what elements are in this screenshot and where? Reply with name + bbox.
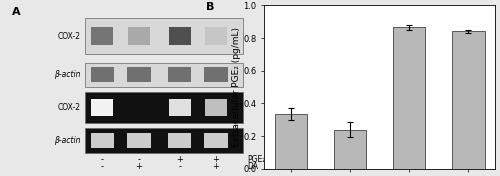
Bar <box>85 18 242 54</box>
Text: -: - <box>178 162 181 171</box>
Bar <box>128 27 150 45</box>
Text: B: B <box>206 2 215 12</box>
Text: +: + <box>212 155 220 164</box>
Bar <box>127 67 150 82</box>
Text: +: + <box>176 155 183 164</box>
Bar <box>90 133 114 148</box>
Bar <box>90 67 114 82</box>
Text: A: A <box>12 7 21 17</box>
Bar <box>85 92 242 123</box>
Bar <box>274 114 307 169</box>
Bar <box>85 62 242 87</box>
Bar <box>393 27 426 169</box>
Text: PGE₂: PGE₂ <box>248 155 266 164</box>
Text: +: + <box>136 162 142 171</box>
Text: β-actin: β-actin <box>54 70 80 79</box>
Y-axis label: Extracellular PGE₂ (pg/mL): Extracellular PGE₂ (pg/mL) <box>232 27 240 147</box>
Bar <box>334 130 366 169</box>
Bar <box>168 67 192 82</box>
Text: +: + <box>212 162 220 171</box>
Text: -: - <box>101 155 104 164</box>
Bar <box>205 99 227 116</box>
Text: -: - <box>101 162 104 171</box>
Text: COX-2: COX-2 <box>58 103 80 112</box>
Text: COX-2: COX-2 <box>58 32 80 41</box>
Bar <box>127 133 150 148</box>
Bar <box>452 32 484 169</box>
Bar <box>92 27 114 45</box>
Bar <box>204 67 228 82</box>
Text: -: - <box>137 155 140 164</box>
Text: β-actin: β-actin <box>54 136 80 145</box>
Text: DA: DA <box>248 162 258 171</box>
Bar <box>168 133 192 148</box>
Bar <box>204 133 228 148</box>
Bar <box>92 99 114 116</box>
Bar <box>85 128 242 153</box>
Bar <box>168 27 190 45</box>
Bar <box>205 27 227 45</box>
Bar <box>168 99 190 116</box>
